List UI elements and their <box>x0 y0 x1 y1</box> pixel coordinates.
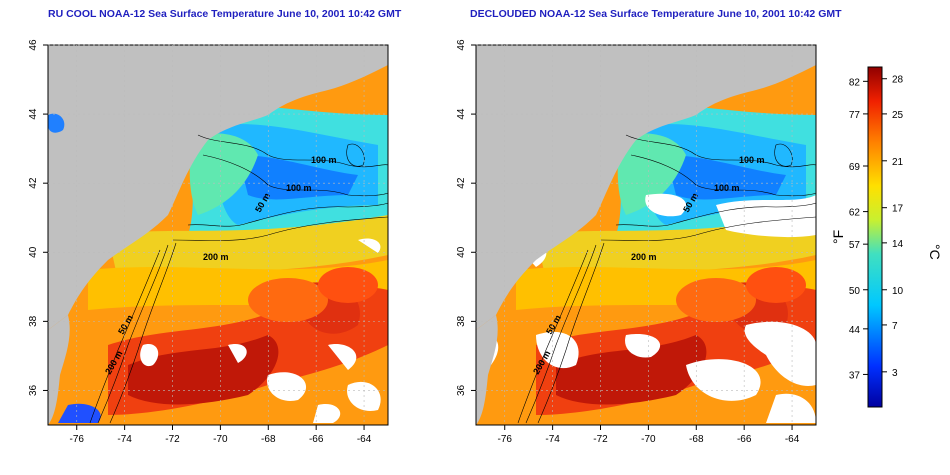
colorbar-fahrenheit-tick-label: 57 <box>849 240 861 251</box>
colorbar: 82 77 69 62 57 50 44 37 28 25 21 17 14 10 7 3 °F °C <box>830 66 943 408</box>
colorbar-celsius-tick-label: 17 <box>892 204 904 215</box>
colorbar-celsius-tick-label: 14 <box>892 239 904 250</box>
left-lon-tick-label: -66 <box>309 434 324 445</box>
left-lat-tick-label: 44 <box>28 108 39 120</box>
colorbar-celsius-tick-label: 25 <box>892 110 904 121</box>
right-lat-tick-label: 44 <box>456 108 467 120</box>
left-lat-tick-label: 42 <box>28 177 39 189</box>
left-lon-tick-label: -74 <box>117 434 132 445</box>
colorbar-celsius-tick-label: 10 <box>892 286 904 297</box>
colorbar-fahrenheit-tick-label: 50 <box>849 286 861 297</box>
colorbar-fahrenheit-tick-label: 37 <box>849 370 861 381</box>
right-grid <box>476 44 816 425</box>
right-map-title: DECLOUDED NOAA-12 Sea Surface Temperatur… <box>470 8 842 20</box>
right-lon-tick-label: -68 <box>689 434 704 445</box>
right-lat-tick-label: 40 <box>456 246 467 258</box>
right-lat-tick-label: 46 <box>456 39 467 51</box>
colorbar-celsius-ticks: 28 25 21 17 14 10 7 3 <box>882 75 904 379</box>
left-map[interactable]: 100 m 100 m 50 m 200 m 50 m 200 m -76 -74… <box>28 39 389 445</box>
left-lon-tick-label: -76 <box>70 434 85 445</box>
left-lat-tick-label: 38 <box>28 315 39 327</box>
right-contour-label-200m-a: 200 m <box>631 252 657 262</box>
colorbar-celsius-tick-label: 21 <box>892 157 904 168</box>
colorbar-celsius-unit: °C <box>927 244 943 260</box>
colorbar-fahrenheit-unit: °F <box>830 230 846 244</box>
colorbar-fahrenheit-tick-label: 62 <box>849 208 861 219</box>
left-grid <box>48 44 388 425</box>
right-lon-tick-label: -72 <box>593 434 608 445</box>
right-lat-tick-label: 42 <box>456 177 467 189</box>
right-lon-tick-label: -64 <box>785 434 800 445</box>
right-lon-tick-label: -74 <box>545 434 560 445</box>
left-lat-tick-label: 36 <box>28 384 39 396</box>
colorbar-fahrenheit-tick-label: 82 <box>849 77 861 88</box>
left-contour-label-100m-a: 100 m <box>311 155 337 165</box>
left-lat-tick-label: 46 <box>28 39 39 51</box>
colorbar-fahrenheit-tick-label: 44 <box>849 325 861 336</box>
right-lon-tick-label: -66 <box>737 434 752 445</box>
left-lon-tick-label: -68 <box>261 434 276 445</box>
right-lat-ticks: 36 38 40 42 44 46 <box>456 39 476 396</box>
left-contour-label-100m-b: 100 m <box>286 183 312 193</box>
right-lat-tick-label: 36 <box>456 384 467 396</box>
right-contour-label-100m-a: 100 m <box>739 155 765 165</box>
left-lat-tick-label: 40 <box>28 246 39 258</box>
colorbar-fahrenheit-tick-label: 77 <box>849 110 861 121</box>
right-lon-ticks: -76 -74 -72 -70 -68 -66 -64 <box>498 425 800 445</box>
right-lat-tick-label: 38 <box>456 315 467 327</box>
left-lon-tick-label: -72 <box>165 434 180 445</box>
colorbar-celsius-tick-label: 3 <box>892 368 898 379</box>
right-lon-tick-label: -70 <box>641 434 656 445</box>
colorbar-gradient <box>867 66 883 408</box>
right-contour-label-100m-b: 100 m <box>714 183 740 193</box>
left-lon-tick-label: -64 <box>357 434 372 445</box>
colorbar-celsius-tick-label: 28 <box>892 75 904 86</box>
right-lon-tick-label: -76 <box>498 434 513 445</box>
colorbar-celsius-tick-label: 7 <box>892 321 898 332</box>
colorbar-fahrenheit-tick-label: 69 <box>849 162 861 173</box>
left-lon-tick-label: -70 <box>213 434 228 445</box>
left-map-title: RU COOL NOAA-12 Sea Surface Temperature … <box>48 8 402 20</box>
right-map[interactable]: 100 m 100 m 50 m 200 m 50 m 200 m -76 -74… <box>456 39 817 445</box>
left-lat-ticks: 36 38 40 42 44 46 <box>28 39 48 396</box>
left-contour-label-200m-a: 200 m <box>203 252 229 262</box>
colorbar-fahrenheit-ticks: 82 77 69 62 57 50 44 37 <box>849 77 868 381</box>
left-lon-ticks: -76 -74 -72 -70 -68 -66 -64 <box>70 425 372 445</box>
